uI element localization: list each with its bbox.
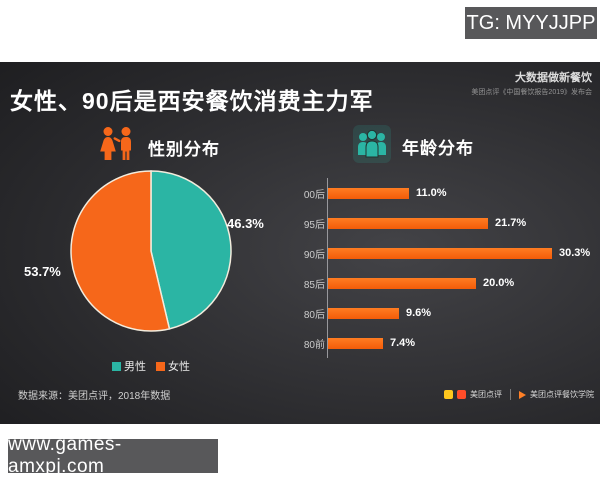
bar-row: 80后 9.6% — [294, 298, 590, 328]
pie-legend: 男性 女性 — [69, 358, 233, 374]
website-watermark-badge: www.games-amxpj.com — [8, 434, 218, 477]
age-section-header: 年龄分布 — [352, 124, 474, 169]
bar-value-label: 7.4% — [390, 337, 416, 349]
bar-track — [327, 178, 409, 208]
bar-category-label: 85后 — [303, 279, 325, 291]
bar-row: 90后 30.3% — [294, 238, 590, 268]
bar-category-label: 80前 — [303, 339, 325, 351]
pie-slice-female — [70, 170, 171, 332]
bar-category-label: 80后 — [303, 309, 325, 321]
pie-slice-male — [150, 170, 232, 330]
academy-triangle-logo-icon — [519, 390, 526, 399]
bar-row: 80前 7.4% — [294, 328, 590, 358]
meituan-logo-icon — [444, 390, 453, 399]
age-bar-chart: 00后 11.0% 95后 21.7% 90后 30.3% 85后 20.0% 80后 9.6% 8… — [294, 178, 590, 358]
pie-female-value-label: 53.7% — [24, 264, 61, 279]
brand-divider — [510, 389, 511, 400]
bar — [328, 187, 409, 199]
male-legend-label: 男性 — [124, 361, 146, 373]
bar-value-label: 9.6% — [406, 307, 432, 319]
data-source-note: 数据来源：美团点评，2018年数据 — [18, 391, 171, 402]
bar-track — [327, 208, 488, 238]
bar-track — [327, 238, 552, 268]
bar-value-label: 30.3% — [559, 247, 591, 259]
bar-row: 00后 11.0% — [294, 178, 590, 208]
bar-category-label: 00后 — [303, 189, 325, 201]
people-group-icon — [352, 124, 392, 169]
dianping-logo-icon — [457, 390, 466, 399]
bar-value-label: 20.0% — [483, 277, 515, 289]
bar — [328, 217, 488, 229]
legend-item-male: 男性 — [112, 358, 146, 374]
gender-section-label: 性别分布 — [148, 140, 220, 159]
bar — [328, 337, 383, 349]
bar-category-label: 95后 — [303, 219, 325, 231]
infographic-slide: 女性、90后是西安餐饮消费主力军 大数据做新餐饮 美团点评《中国餐饮报告2019… — [0, 62, 600, 424]
bar — [328, 277, 476, 289]
man-woman-icon — [96, 126, 138, 169]
bar-category-label: 90后 — [303, 249, 325, 261]
bar-track — [327, 268, 476, 298]
legend-item-female: 女性 — [156, 358, 190, 374]
footer-brand-right-label: 美团点评餐饮学院 — [530, 390, 594, 399]
slide-corner-branding: 大数据做新餐饮 美团点评《中国餐饮报告2019》发布会 — [471, 69, 592, 97]
gender-section-header: 性别分布 — [96, 126, 220, 169]
gender-pie-chart — [69, 169, 233, 333]
footer-brand-left-label: 美团点评 — [470, 390, 502, 399]
bar — [328, 247, 552, 259]
pie-male-value-label: 46.3% — [227, 216, 264, 231]
corner-tagline: 大数据做新餐饮 — [515, 72, 592, 84]
male-legend-swatch — [112, 361, 121, 371]
bar-row: 95后 21.7% — [294, 208, 590, 238]
bar-track — [327, 328, 383, 358]
female-legend-swatch — [156, 361, 165, 371]
telegram-watermark-badge: TG: MYYJJPP — [465, 7, 597, 39]
bar-row: 85后 20.0% — [294, 268, 590, 298]
age-section-label: 年龄分布 — [402, 139, 474, 158]
bar-track — [327, 298, 399, 328]
slide-title: 女性、90后是西安餐饮消费主力军 — [10, 88, 374, 114]
corner-subtitle: 美团点评《中国餐饮报告2019》发布会 — [471, 89, 592, 96]
female-legend-label: 女性 — [168, 361, 190, 373]
bar — [328, 307, 399, 319]
bar-value-label: 11.0% — [416, 187, 447, 199]
footer-brands: 美团点评 美团点评餐饮学院 — [444, 389, 594, 400]
bar-value-label: 21.7% — [495, 217, 527, 229]
